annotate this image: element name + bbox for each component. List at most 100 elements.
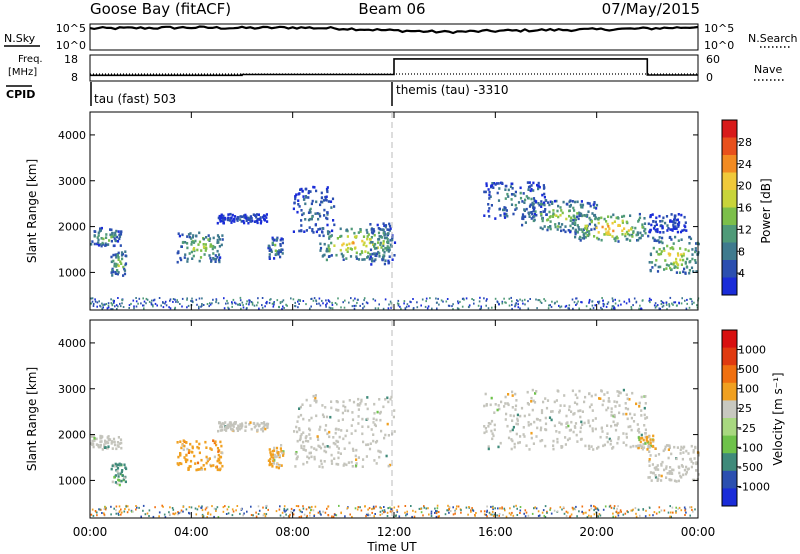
power-cell — [684, 221, 687, 224]
power-cell — [591, 300, 593, 303]
power-cell — [101, 307, 103, 310]
power-cell — [457, 307, 460, 310]
power-cell — [521, 200, 524, 203]
power-cell — [124, 262, 128, 265]
power-cell — [535, 213, 538, 217]
power-cell — [623, 227, 626, 230]
power-cell — [573, 222, 576, 225]
velocity-colorbar-tick-label: 25 — [738, 402, 752, 415]
power-cell — [650, 223, 653, 227]
velocity-cell — [330, 400, 333, 403]
power-cell — [115, 256, 118, 259]
velocity-cell — [579, 430, 582, 434]
velocity-cell — [447, 504, 449, 507]
velocity-cell — [292, 513, 295, 516]
velocity-cell — [682, 451, 685, 454]
power-cell — [571, 200, 574, 203]
power-cell — [279, 244, 282, 247]
velocity-cell — [628, 398, 631, 401]
power-cell — [220, 213, 223, 217]
power-cell — [492, 182, 495, 185]
power-cell — [682, 270, 685, 274]
power-cell — [385, 248, 388, 252]
power-cell — [374, 307, 377, 310]
power-colorbar-swatch — [722, 120, 737, 138]
power-cell — [488, 193, 491, 197]
velocity-cell — [348, 441, 351, 445]
power-cell — [604, 227, 607, 231]
power-cell — [650, 298, 652, 301]
power-cell — [118, 235, 122, 238]
power-cell — [319, 203, 322, 207]
power-cell — [393, 241, 397, 244]
power-cell — [300, 229, 303, 233]
power-cell — [670, 262, 673, 266]
power-cell — [661, 225, 664, 228]
power-cell — [607, 232, 610, 235]
velocity-cell — [118, 505, 121, 508]
power-cell — [223, 297, 225, 300]
velocity-cell — [448, 511, 450, 514]
velocity-cell — [656, 479, 659, 482]
power-cell — [525, 195, 528, 198]
velocity-cell — [649, 471, 652, 474]
power-cell — [522, 215, 525, 219]
velocity-cell — [564, 436, 567, 439]
velocity-cell — [511, 406, 514, 409]
power-cell — [556, 209, 559, 213]
velocity-cell — [613, 507, 615, 510]
velocity-cell — [566, 438, 570, 442]
power-cell — [684, 299, 686, 302]
velocity-cell — [301, 511, 303, 514]
velocity-cell — [682, 447, 685, 450]
power-cell — [355, 257, 358, 260]
power-cell — [530, 217, 533, 220]
velocity-cell — [680, 445, 683, 449]
power-cell — [326, 189, 329, 193]
power-cell — [519, 191, 522, 195]
power-cell — [277, 253, 280, 256]
velocity-cell — [610, 424, 613, 428]
velocity-cell — [640, 433, 643, 437]
power-cell — [368, 257, 371, 261]
power-cell — [521, 213, 525, 216]
power-cell — [249, 215, 252, 218]
power-cell — [186, 297, 188, 300]
power-cell — [202, 237, 205, 241]
power-cell — [661, 301, 664, 304]
power-cell — [617, 240, 620, 243]
velocity-cell — [559, 404, 562, 407]
power-cell — [299, 299, 301, 302]
power-cell — [580, 200, 583, 203]
velocity-cell — [318, 465, 321, 468]
power-cell — [549, 220, 552, 223]
power-cell — [327, 244, 330, 247]
power-colorbar-swatch — [722, 155, 737, 173]
power-cell — [223, 307, 226, 310]
velocity-cell — [460, 511, 462, 514]
velocity-cell — [500, 400, 503, 404]
velocity-cell — [307, 440, 310, 443]
power-cell — [156, 304, 158, 307]
velocity-cell — [663, 468, 666, 472]
velocity-cell — [637, 427, 640, 431]
power-cell — [674, 301, 677, 304]
velocity-cell — [317, 511, 320, 514]
power-cell — [322, 302, 324, 305]
power-cell — [273, 301, 275, 304]
power-cell — [595, 203, 599, 207]
power-cell — [231, 305, 233, 308]
power-cell — [565, 217, 568, 221]
velocity-cell — [383, 506, 385, 508]
velocity-cell — [319, 446, 323, 450]
velocity-cell — [626, 417, 629, 421]
power-cell — [541, 227, 544, 231]
velocity-cell — [556, 510, 559, 513]
power-cell — [192, 248, 195, 251]
power-cell — [677, 225, 680, 228]
power-cell — [611, 297, 614, 300]
power-cell — [363, 299, 365, 302]
power-cell — [327, 232, 330, 236]
power-cell — [228, 307, 230, 310]
